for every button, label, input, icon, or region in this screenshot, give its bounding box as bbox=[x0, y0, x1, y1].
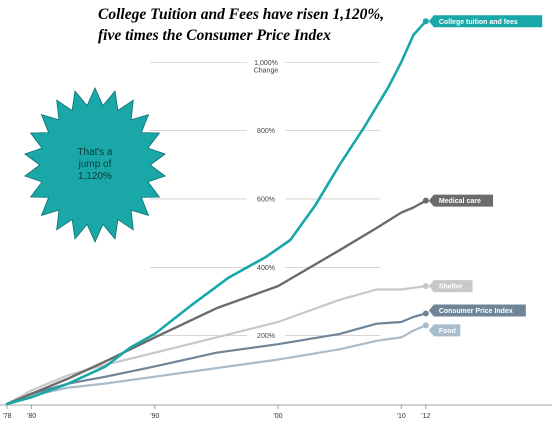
annotation-text-line: jump of bbox=[78, 159, 112, 170]
series-line-college-tuition-and-fees bbox=[5, 19, 428, 406]
series-label-flag bbox=[428, 280, 473, 293]
series-line-medical-care bbox=[5, 199, 427, 406]
chart-title-line-2: five times the Consumer Price Index bbox=[98, 27, 331, 44]
series-label-college-tuition-and-fees: College tuition and fees bbox=[428, 15, 543, 28]
y-tick-label: 400% bbox=[257, 265, 275, 272]
y-tick-label: 800% bbox=[257, 128, 275, 135]
y-tick-label: 600% bbox=[257, 196, 275, 203]
chart-series bbox=[5, 18, 429, 406]
series-label-flag bbox=[428, 304, 526, 317]
y-axis-tick-labels: 200% 400% 600% 800% 1,000%Change bbox=[254, 60, 279, 340]
series-line-shelter bbox=[5, 285, 427, 406]
series-label-medical-care: Medical care bbox=[428, 194, 494, 207]
series-label-consumer-price-index: Consumer Price Index bbox=[428, 304, 526, 317]
chart-title-line-1: College Tuition and Fees have risen 1,12… bbox=[98, 6, 385, 23]
y-tick-label: 200% bbox=[257, 333, 275, 340]
series-label-text: Food bbox=[439, 328, 456, 335]
chart-gridlines bbox=[150, 61, 380, 336]
series-label-food: Food bbox=[428, 324, 461, 337]
series-label-flag bbox=[428, 194, 494, 207]
x-tick-label: '00 bbox=[273, 413, 282, 420]
annotation-text-line: 1,120% bbox=[78, 171, 112, 182]
x-tick-label: '90 bbox=[150, 413, 159, 420]
series-labels: Food Consumer Price Index Shelter Medical c… bbox=[428, 15, 543, 337]
series-end-dot-shelter bbox=[422, 283, 429, 290]
series-line-food bbox=[5, 324, 427, 406]
x-tick-label: '80 bbox=[27, 413, 36, 420]
series-end-dot-college-tuition-and-fees bbox=[422, 18, 429, 25]
starburst-shape bbox=[24, 87, 166, 243]
series-label-text: Shelter bbox=[439, 284, 463, 291]
y-tick-label: 1,000% bbox=[254, 60, 278, 67]
x-tick-label: '78 bbox=[2, 413, 11, 420]
annotation-text-line: That's a bbox=[77, 147, 113, 158]
y-axis-unit-label: Change bbox=[254, 67, 279, 74]
series-label-shelter: Shelter bbox=[428, 280, 473, 293]
series-end-dot-food bbox=[422, 322, 429, 329]
series-label-flag bbox=[428, 15, 543, 28]
x-tick-label: '12 bbox=[421, 413, 430, 420]
x-axis-ticks: '78 '80 '90 '00 '10 '12 bbox=[2, 405, 431, 420]
x-tick-label: '10 bbox=[397, 413, 406, 420]
series-end-dot-medical-care bbox=[422, 197, 429, 204]
chart-title: College Tuition and Fees have risen 1,12… bbox=[98, 4, 428, 46]
series-end-dot-consumer-price-index bbox=[422, 310, 429, 317]
series-label-text: College tuition and fees bbox=[439, 19, 518, 26]
series-line-consumer-price-index bbox=[5, 312, 427, 406]
series-label-text: Consumer Price Index bbox=[439, 308, 513, 315]
series-label-text: Medical care bbox=[439, 198, 481, 205]
series-label-flag bbox=[428, 324, 461, 337]
